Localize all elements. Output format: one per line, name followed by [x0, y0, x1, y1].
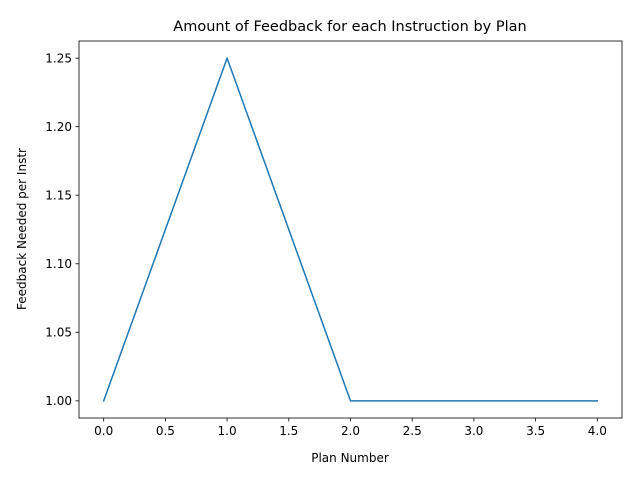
x-tick-label: 1.5 [279, 424, 298, 438]
y-tick-label: 1.10 [45, 257, 72, 271]
plot-frame [78, 40, 623, 419]
x-tick-label: 4.0 [588, 424, 607, 438]
y-tick-label: 1.05 [45, 326, 72, 340]
chart-title: Amount of Feedback for each Instruction … [173, 19, 526, 35]
plot-area [78, 40, 623, 419]
y-axis: 1.00 1.05 1.10 1.15 1.20 1.25 [45, 51, 79, 408]
series-line-0 [102, 57, 599, 402]
x-tick-label: 1.0 [218, 424, 237, 438]
x-tick-label: 3.0 [464, 424, 483, 438]
y-tick-label: 1.20 [45, 120, 72, 134]
y-tick-label: 1.00 [45, 394, 72, 408]
x-axis: 0.0 0.5 1.0 1.5 2.0 2.5 3.0 3.5 4.0 [94, 418, 607, 438]
x-tick-label: 2.5 [403, 424, 422, 438]
x-tick-label: 2.0 [341, 424, 360, 438]
y-axis-label: Feedback Needed per Instr [15, 148, 29, 310]
x-tick-label: 3.5 [526, 424, 545, 438]
x-tick-label: 0.5 [156, 424, 175, 438]
x-axis-label: Plan Number [311, 451, 389, 465]
series-layer [102, 57, 599, 402]
y-tick-label: 1.25 [45, 51, 72, 65]
y-tick-label: 1.15 [45, 189, 72, 203]
x-tick-label: 0.0 [94, 424, 113, 438]
